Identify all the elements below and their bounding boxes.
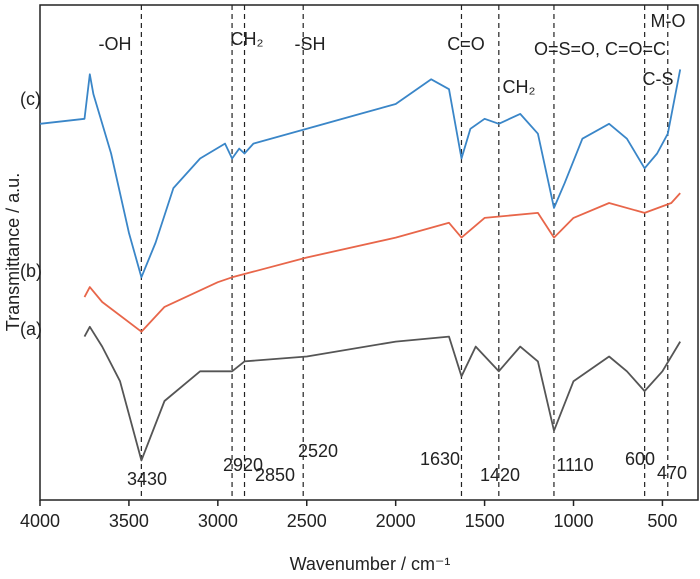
x-tick-label: 2500 <box>287 511 327 531</box>
peak-label: 600 <box>625 449 655 469</box>
peak-label: 470 <box>657 463 687 483</box>
peak-label: 1420 <box>480 465 520 485</box>
plot-frame <box>39 4 699 501</box>
x-tick-label: 2000 <box>376 511 416 531</box>
peak-label: 1110 <box>556 455 593 475</box>
band-annotation: C-S <box>643 69 674 89</box>
spectrum-line <box>39 69 682 279</box>
x-tick-label: 1500 <box>465 511 505 531</box>
x-axis-label: Wavenumber / cm⁻¹ <box>290 554 451 574</box>
y-axis-label: Transmittance / a.u. <box>3 173 23 331</box>
band-annotation: M-O <box>651 11 686 31</box>
x-tick-label: 3000 <box>198 511 238 531</box>
x-tick-label: 1000 <box>553 511 593 531</box>
band-annotation: -OH <box>99 34 132 54</box>
spectrum-line <box>83 325 681 462</box>
series-label: (a) <box>20 319 42 339</box>
series-label: (b) <box>20 261 42 281</box>
x-tick-label: 500 <box>647 511 677 531</box>
series-label: (c) <box>20 89 41 109</box>
band-annotation: C=O <box>447 34 485 54</box>
peak-label: 3430 <box>127 469 167 489</box>
peak-label: 2920 <box>223 455 263 475</box>
peak-label: 1630 <box>420 449 460 469</box>
spectrum-line <box>83 192 681 333</box>
x-tick-label: 3500 <box>109 511 149 531</box>
peak-label: 2850 <box>255 465 295 485</box>
peak-label: 2520 <box>298 441 338 461</box>
band-annotation: O=S=O, C=O=C <box>534 39 666 59</box>
band-annotation: CH₂ <box>231 29 264 49</box>
band-annotation: -SH <box>295 34 326 54</box>
band-annotation: CH₂ <box>503 77 536 97</box>
x-tick-label: 4000 <box>20 511 60 531</box>
